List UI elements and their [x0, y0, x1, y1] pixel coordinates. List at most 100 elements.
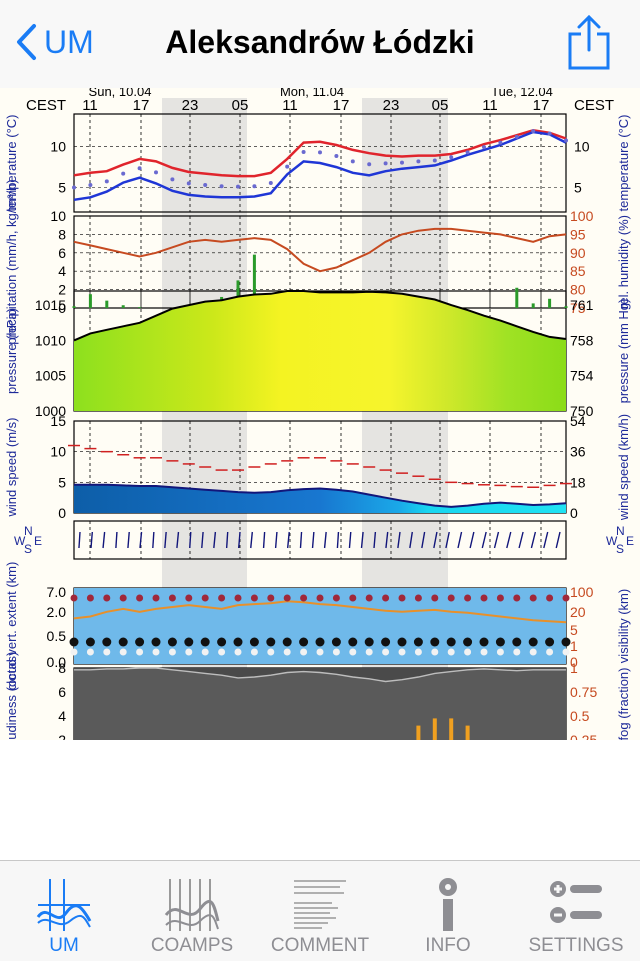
temperature-mean-dot	[383, 161, 388, 166]
tab-um-label: UM	[49, 935, 79, 956]
visibility-tick-right: 0	[570, 654, 578, 670]
tab-comment-label: COMMENT	[270, 935, 370, 956]
pressure-area	[74, 291, 566, 411]
tab-comment[interactable]: COMMENT	[256, 861, 384, 961]
wind-mean-line	[74, 483, 567, 508]
share-button[interactable]	[566, 14, 612, 77]
cloud-top-dot	[529, 594, 537, 602]
temperature-mean-dot	[498, 140, 503, 145]
cloud-top-dot	[136, 594, 144, 602]
temperature-mean-dot	[367, 162, 372, 167]
wind-direction-arrow	[433, 531, 438, 549]
temperature-mean-dot	[170, 177, 175, 182]
fog-axis-label-right: fog (fraction)	[616, 668, 631, 740]
cloud-low-dot	[267, 648, 275, 656]
cloud-low-dot	[398, 648, 406, 656]
cloud-top-dot	[283, 594, 291, 602]
temperature-mean-dot	[121, 171, 126, 176]
pressure-tick-left: 1005	[35, 368, 66, 384]
cloud-low-dot	[300, 648, 308, 656]
tab-coamps[interactable]: COAMPS	[128, 861, 256, 961]
pressure-tick-left: 1015	[35, 297, 66, 313]
cloud-base-dot	[135, 637, 145, 647]
wind-direction-arrow	[409, 531, 413, 549]
temperature-mean-dot	[72, 185, 76, 190]
temperature-mean-dot	[186, 181, 191, 186]
precipitation-tick-left: 8	[58, 226, 66, 242]
cloudiness-tick-left: 4	[58, 708, 66, 724]
pressure-tick-right: 754	[570, 368, 594, 384]
wind-direction-arrow	[201, 531, 204, 549]
wind-direction-arrow	[189, 531, 192, 549]
coamps-meteogram-icon	[164, 879, 220, 931]
temperature-mean-dot	[285, 164, 290, 169]
precipitation-axis-label-left: precipitation (mm/h, kg/m²/h)	[4, 179, 19, 344]
cloud-base-dot	[446, 637, 456, 647]
cloud-top-dot	[562, 594, 570, 602]
compass-e-left: E	[34, 534, 42, 548]
precipitation-bar	[72, 306, 76, 308]
cloud-base-dot	[184, 637, 194, 647]
fog-tick-right: 1	[570, 660, 578, 676]
temperature-mean-dot	[236, 184, 240, 189]
hour-tick-label: 23	[182, 97, 199, 114]
compass-w-right: W	[606, 534, 618, 548]
tab-settings[interactable]: SETTINGS	[512, 861, 640, 961]
wind-direction-arrow	[311, 531, 315, 549]
cloud-low-dot	[480, 648, 488, 656]
cloud-extent-tick-left: 7.0	[47, 584, 67, 600]
wind-tick-right: 54	[570, 413, 586, 429]
cloud-base-dot	[217, 637, 227, 647]
humidity-tick-right: 85	[570, 263, 586, 279]
cloud-base-dot	[266, 637, 276, 647]
cloud-top-dot	[382, 594, 390, 602]
temperature-mean-dot	[564, 138, 568, 143]
cloud-top-dot	[480, 594, 488, 602]
wind-direction-arrow	[493, 531, 500, 549]
compass-w-left: W	[14, 534, 26, 548]
humidity-axis-label-right: rel. humidity (%)	[616, 215, 631, 309]
meteogram[interactable]: Sun, 10.04 Mon, 11.04 Tue, 12.04 CEST CEST 11…	[0, 88, 640, 740]
fog-bar	[416, 725, 421, 740]
cloud-base-dot	[397, 637, 407, 647]
cloud-low-dot	[168, 648, 176, 656]
tab-bar: UM COAMPS COMMENT INFO	[0, 860, 640, 961]
back-button[interactable]: UM	[14, 22, 94, 62]
wind-direction-arrow	[78, 531, 81, 549]
hour-tick-label: 11	[482, 97, 498, 114]
compass-n-right: N	[616, 524, 625, 538]
cloud-top-dot	[70, 594, 78, 602]
pressure-tick-right: 761	[570, 297, 594, 313]
temperature-tick-right: 5	[574, 180, 582, 196]
cloud-top-dot	[447, 594, 455, 602]
cloud-top-dot	[316, 594, 324, 602]
wind-tick-left: 5	[58, 474, 66, 490]
cloud-low-dot	[70, 648, 78, 656]
date-label: Mon, 11.04	[280, 88, 344, 99]
um-meteogram-icon	[36, 879, 92, 931]
wind-direction-arrow	[176, 531, 180, 549]
precipitation-tick-left: 6	[58, 245, 66, 261]
cloud-low-dot	[349, 648, 357, 656]
pressure-line	[73, 290, 567, 342]
cloud-top-dot	[201, 594, 209, 602]
precipitation-bar	[236, 280, 240, 308]
wind-direction-arrow	[115, 531, 118, 549]
temperature-mean-dot	[531, 129, 536, 134]
fog-tick-right: 0.75	[570, 684, 597, 700]
cloud-extent-tick-left: 2.0	[47, 604, 67, 620]
cloud-low-dot	[546, 648, 554, 656]
wind-direction-arrow	[90, 531, 94, 549]
cloud-top-dot	[234, 594, 242, 602]
cloudiness-tick-left: 6	[58, 684, 66, 700]
compass-n-left: N	[24, 524, 33, 538]
cloudiness-area	[74, 668, 566, 740]
hour-tick-label: 11	[282, 97, 298, 114]
cloud-base-dot	[69, 637, 79, 647]
cloud-base-dot	[479, 637, 489, 647]
tab-um[interactable]: UM	[0, 861, 128, 961]
wind-direction-arrow	[139, 531, 143, 549]
temperature-max-line	[73, 129, 567, 178]
tab-info[interactable]: INFO	[384, 861, 512, 961]
